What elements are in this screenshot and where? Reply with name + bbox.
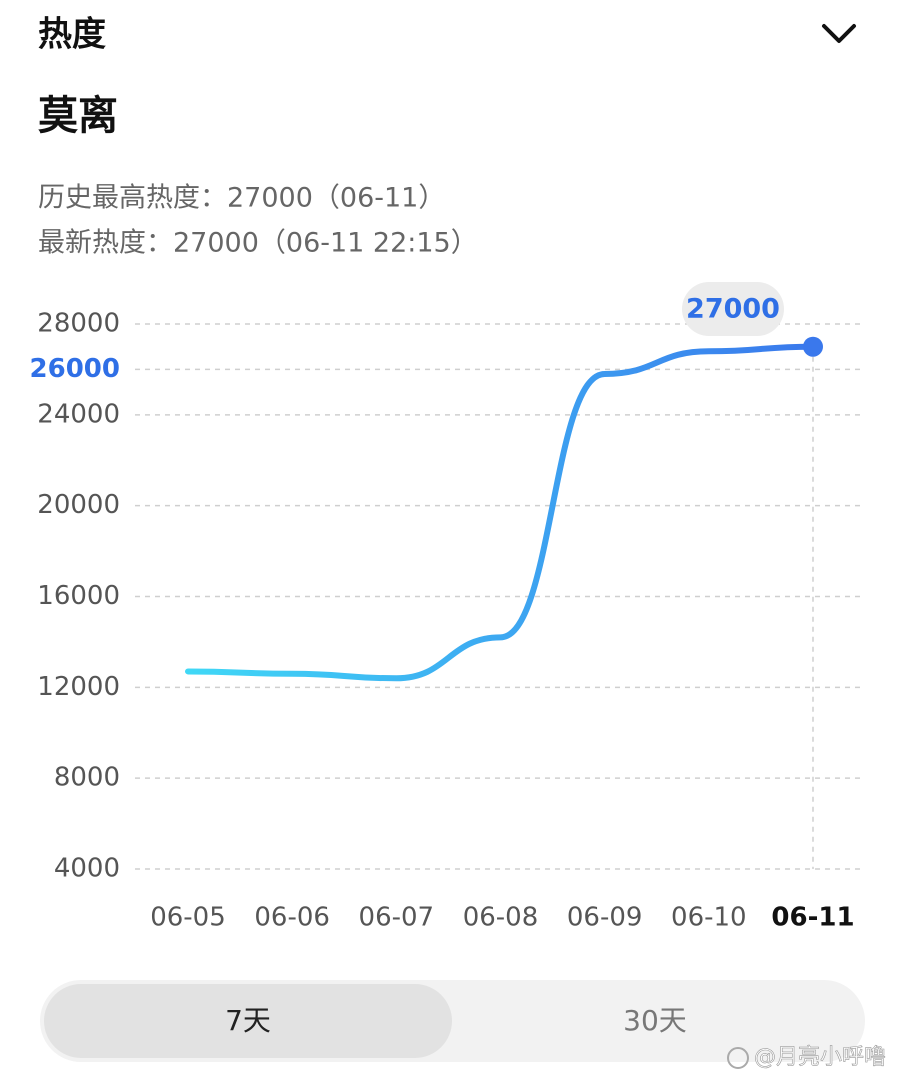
x-tick-label: 06-05 bbox=[150, 903, 226, 933]
x-tick-label: 06-07 bbox=[359, 903, 435, 933]
y-tick-label: 20000 bbox=[37, 490, 120, 520]
chart: 4000 8000 12000 16000 20000 24000 28000 26000 27… bbox=[30, 282, 862, 933]
y-tick-label: 12000 bbox=[37, 672, 120, 702]
peak-info: 历史最高热度：27000（06-11） bbox=[38, 183, 445, 214]
y-tick-label: 24000 bbox=[37, 399, 120, 429]
y-tick-label: 4000 bbox=[54, 854, 120, 884]
tab[interactable]: 30天 bbox=[623, 1004, 687, 1037]
y-tick-label: 26000 bbox=[30, 354, 120, 384]
y-tick-label: 8000 bbox=[54, 763, 120, 793]
x-tick-label: 06-09 bbox=[567, 903, 643, 933]
collapse-chevron[interactable] bbox=[822, 24, 856, 43]
y-tick-label: 16000 bbox=[37, 581, 120, 611]
tab[interactable]: 7天 bbox=[225, 1004, 271, 1037]
x-tick-label: 06-08 bbox=[463, 903, 539, 933]
x-tick-label: 06-10 bbox=[671, 903, 747, 933]
x-tick-label: 06-06 bbox=[254, 903, 330, 933]
tooltip-value: 27000 bbox=[686, 294, 780, 325]
watermark: @月亮小呼噜 bbox=[754, 1045, 886, 1070]
watermark-icon bbox=[727, 1047, 749, 1069]
latest-info: 最新热度：27000（06-11 22:15） bbox=[38, 228, 478, 259]
y-tick-label: 28000 bbox=[37, 309, 120, 339]
x-tick-label: 06-11 bbox=[771, 903, 854, 933]
section-title: 热度 bbox=[38, 15, 106, 55]
tab-selected-bg bbox=[44, 984, 452, 1058]
tooltip-bg bbox=[682, 282, 784, 336]
last-point bbox=[803, 336, 823, 357]
line bbox=[185, 343, 816, 682]
topic-name: 莫离 bbox=[38, 93, 118, 139]
